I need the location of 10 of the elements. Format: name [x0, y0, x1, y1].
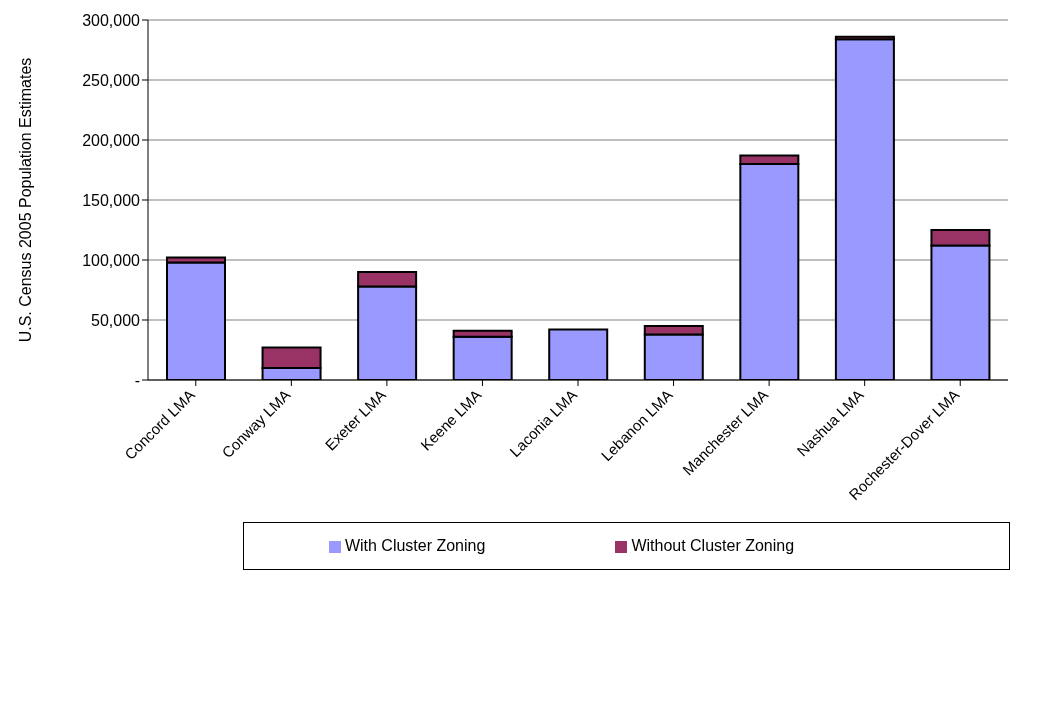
y-tick-label: 50,000: [91, 311, 141, 329]
legend-label: With Cluster Zoning: [344, 537, 486, 554]
y-tick-label: 150,000: [82, 191, 141, 209]
y-tick-label: 300,000: [82, 11, 141, 29]
y-tick-label: -: [134, 371, 140, 389]
y-tick-label: 100,000: [82, 251, 141, 269]
y-tick-label: 200,000: [82, 131, 141, 149]
y-tick-label: 250,000: [82, 71, 141, 89]
y-axis-title: U.S. Census 2005 Population Estimates: [16, 57, 34, 343]
legend-label: Without Cluster Zoning: [631, 537, 795, 554]
